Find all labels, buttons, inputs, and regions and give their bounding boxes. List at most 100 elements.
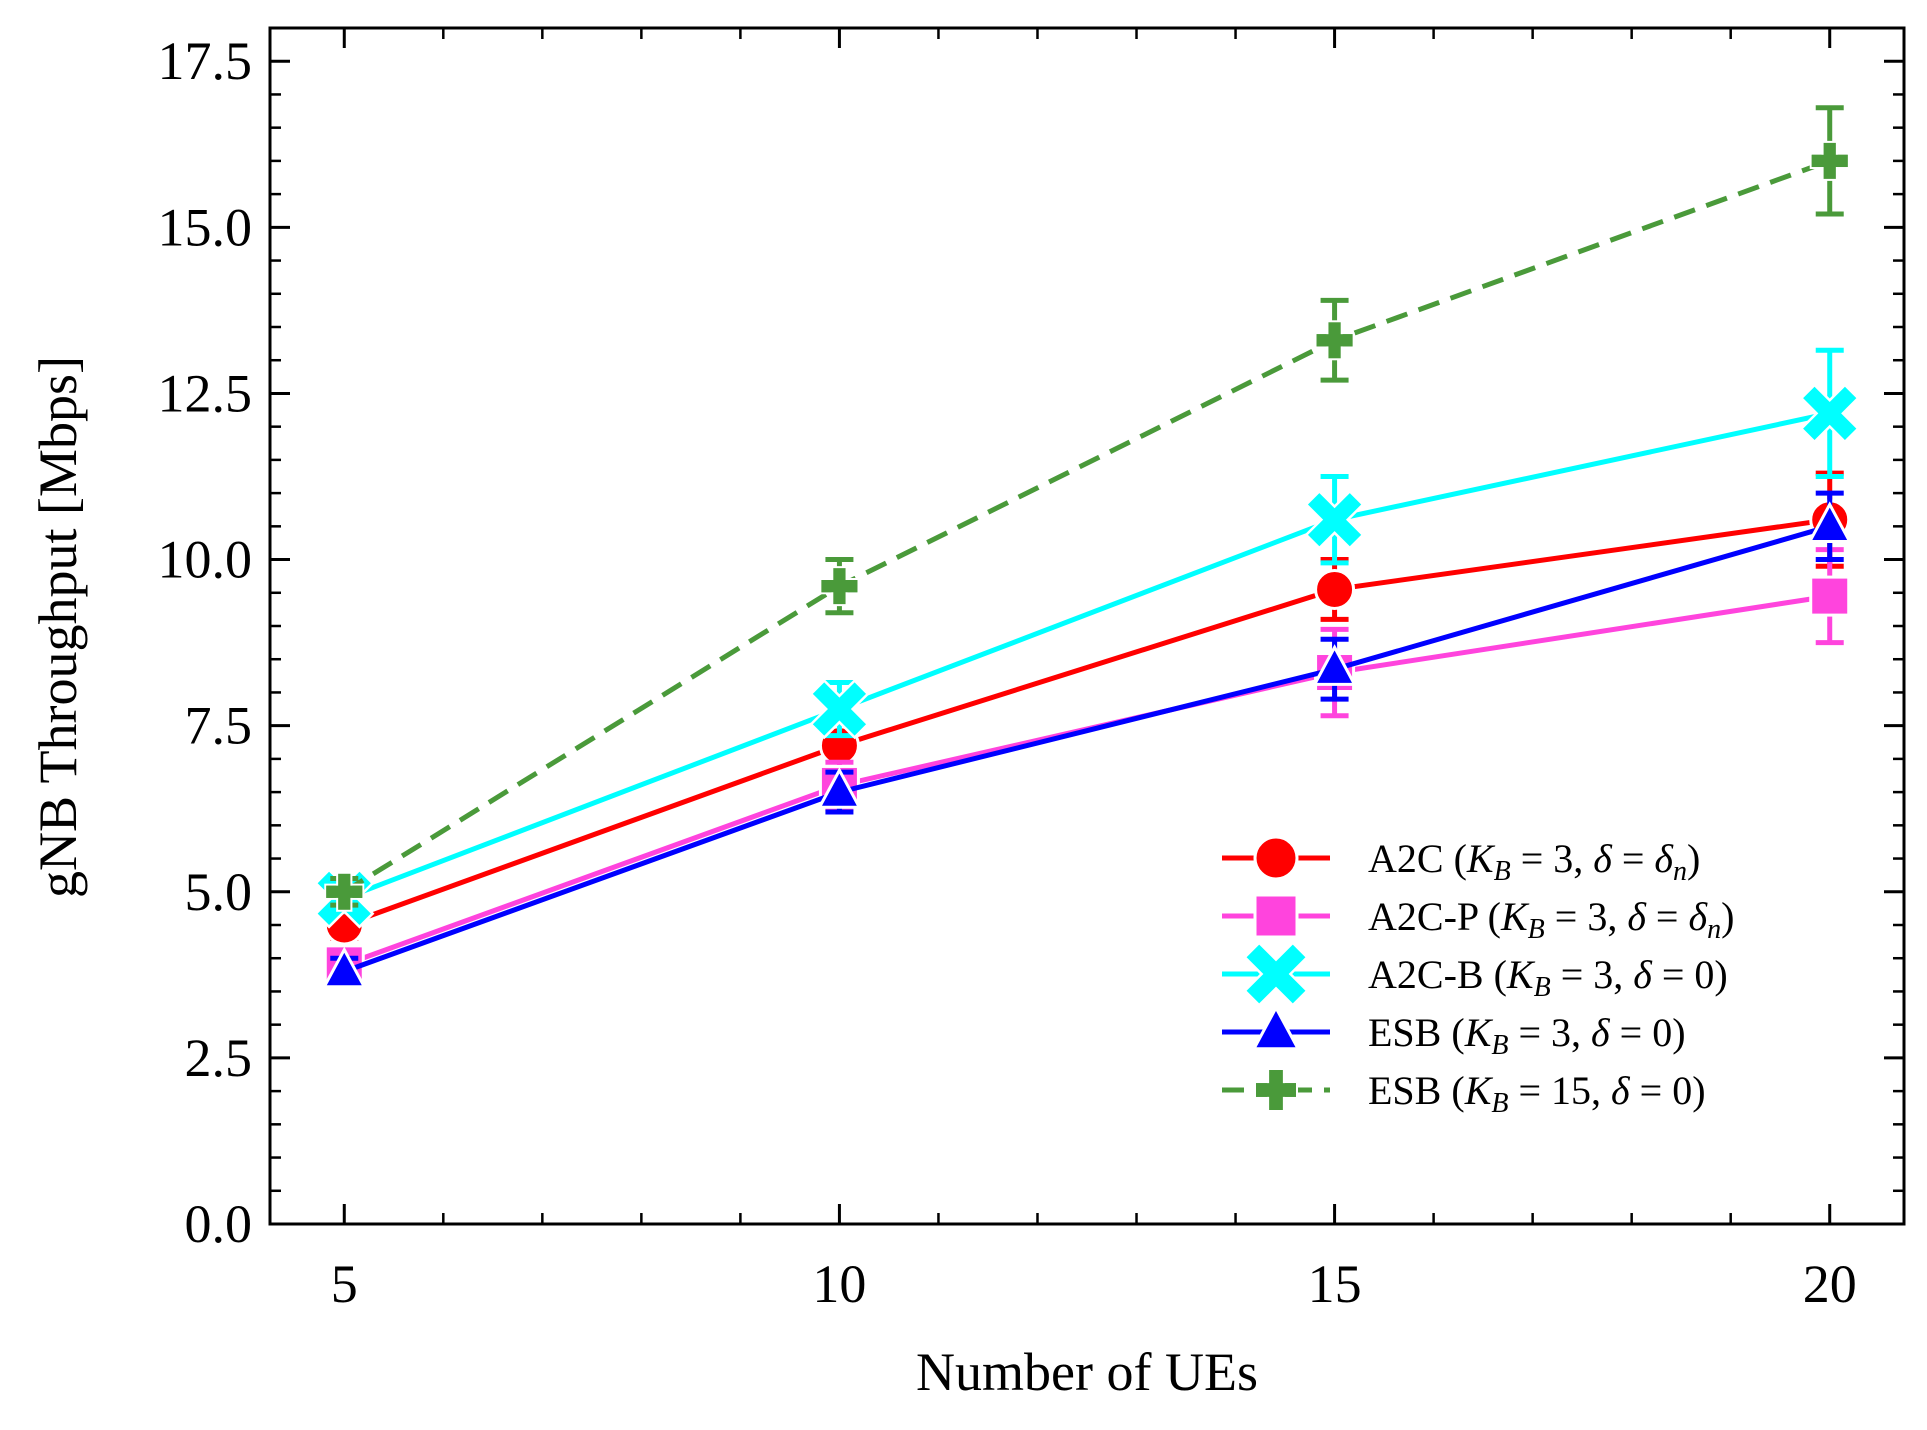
legend-label: ESB (KB = 3, δ = 0) bbox=[1368, 1010, 1686, 1061]
legend-kb-value: = 3, bbox=[1551, 952, 1634, 997]
data-point bbox=[1807, 501, 1853, 544]
legend-delta: δ bbox=[1593, 836, 1613, 881]
data-point bbox=[1799, 383, 1860, 444]
legend-marker bbox=[1253, 835, 1299, 881]
legend-label: A2C-B (KB = 3, δ = 0) bbox=[1368, 952, 1728, 1003]
y-tick-label: 12.5 bbox=[158, 363, 253, 423]
legend-close: ) bbox=[1687, 836, 1700, 881]
data-point-h-fill bbox=[1811, 154, 1848, 168]
data-point bbox=[1312, 644, 1358, 686]
data-point-h-fill bbox=[821, 580, 858, 593]
legend-marker bbox=[1243, 941, 1309, 1007]
legend-prefix: ESB ( bbox=[1368, 1010, 1465, 1055]
legend-equals: = bbox=[1612, 836, 1655, 881]
legend-label: A2C (KB = 3, δ = δn) bbox=[1368, 836, 1700, 887]
legend-delta-value: δ bbox=[1654, 836, 1674, 881]
legend-k-subscript: B bbox=[1491, 1030, 1508, 1061]
series-3-esb bbox=[321, 490, 1853, 989]
legend-marker bbox=[1253, 893, 1299, 939]
legend-kb-value: = 3, bbox=[1508, 1010, 1591, 1055]
legend-prefix: A2C-B ( bbox=[1368, 952, 1507, 997]
series-4-esb bbox=[324, 105, 1850, 912]
legend-delta-subscript: n bbox=[1673, 856, 1687, 887]
tick-labels: 5 10 15 20 0.0 2.5 5.0 7.5 10.0 12.5 15.0 17.5 bbox=[158, 31, 1857, 1314]
plot-frame bbox=[268, 26, 1906, 1226]
legend-delta-value: 0 bbox=[1694, 952, 1714, 997]
legend-k-subscript: B bbox=[1491, 1088, 1508, 1119]
legend-delta-value: δ bbox=[1688, 894, 1708, 939]
legend-equals: = bbox=[1610, 1010, 1653, 1055]
legend-close: ) bbox=[1714, 952, 1727, 997]
legend-k: K bbox=[1464, 1068, 1494, 1113]
y-tick-label: 5.0 bbox=[185, 862, 253, 922]
legend-k: K bbox=[1464, 1010, 1494, 1055]
legend-marker-h-fill bbox=[1256, 1083, 1296, 1097]
data-point-stroke bbox=[1803, 386, 1857, 440]
legend-k: K bbox=[1466, 836, 1496, 881]
y-tick-label: 15.0 bbox=[158, 197, 253, 257]
legend-prefix: ESB ( bbox=[1368, 1068, 1465, 1113]
x-tick-label: 20 bbox=[1803, 1254, 1857, 1314]
legend-item-1: A2C-P (KB = 3, δ = δn) bbox=[1222, 893, 1734, 945]
legend-k-subscript: B bbox=[1528, 914, 1545, 945]
legend-close: ) bbox=[1672, 1010, 1685, 1055]
x-tick-label: 15 bbox=[1308, 1254, 1362, 1314]
data-point-stroke bbox=[812, 682, 867, 736]
data-point bbox=[1314, 568, 1356, 610]
legend-delta-value: 0 bbox=[1652, 1010, 1672, 1055]
legend-delta: δ bbox=[1591, 1010, 1611, 1055]
x-tick-label: 10 bbox=[812, 1254, 866, 1314]
y-tick-label: 10.0 bbox=[158, 530, 253, 590]
series-line bbox=[343, 410, 1831, 901]
series-line bbox=[342, 158, 1831, 894]
legend-delta-value: 0 bbox=[1672, 1068, 1692, 1113]
data-point bbox=[321, 946, 367, 989]
series-2-a2c-b bbox=[314, 347, 1860, 929]
legend-delta: δ bbox=[1611, 1068, 1631, 1113]
data-point bbox=[819, 566, 860, 607]
y-tick-label: 0.0 bbox=[185, 1194, 253, 1254]
legend-item-0: A2C (KB = 3, δ = δn) bbox=[1222, 835, 1700, 887]
data-point bbox=[1314, 320, 1355, 361]
axis-ticks bbox=[270, 26, 1904, 1226]
data-point bbox=[1304, 489, 1365, 550]
y-axis-label: gNB Throughput [Mbps] bbox=[28, 356, 88, 898]
x-tick-label: 5 bbox=[331, 1254, 358, 1314]
legend-k: K bbox=[1506, 952, 1536, 997]
legend-close: ) bbox=[1692, 1068, 1705, 1113]
series-layer bbox=[314, 105, 1860, 989]
y-tick-label: 2.5 bbox=[185, 1028, 253, 1088]
legend-item-3: ESB (KB = 3, δ = 0) bbox=[1222, 1004, 1686, 1061]
legend-label: A2C-P (KB = 3, δ = δn) bbox=[1368, 894, 1734, 945]
y-tick-label: 7.5 bbox=[185, 696, 253, 756]
x-axis-label: Number of UEs bbox=[916, 1342, 1258, 1402]
data-point-h-fill bbox=[326, 885, 363, 898]
legend-k-subscript: B bbox=[1494, 856, 1511, 887]
data-point bbox=[816, 767, 862, 809]
y-tick-label: 17.5 bbox=[158, 31, 253, 91]
legend: A2C (KB = 3, δ = δn)A2C-P (KB = 3, δ = δ… bbox=[1222, 835, 1734, 1119]
legend-k: K bbox=[1500, 894, 1530, 939]
series-line bbox=[343, 517, 1831, 928]
legend-prefix: A2C ( bbox=[1368, 836, 1467, 881]
data-point bbox=[324, 871, 365, 912]
legend-item-2: A2C-B (KB = 3, δ = 0) bbox=[1222, 941, 1728, 1007]
legend-k-subscript: B bbox=[1534, 972, 1551, 1003]
legend-label: ESB (KB = 15, δ = 0) bbox=[1368, 1068, 1706, 1119]
data-point bbox=[1809, 140, 1850, 181]
legend-equals: = bbox=[1630, 1068, 1673, 1113]
legend-prefix: A2C-P ( bbox=[1368, 894, 1501, 939]
legend-kb-value: = 15, bbox=[1508, 1068, 1611, 1113]
data-point bbox=[1809, 575, 1851, 617]
legend-equals: = bbox=[1646, 894, 1689, 939]
legend-delta: δ bbox=[1633, 952, 1653, 997]
legend-close: ) bbox=[1721, 894, 1734, 939]
legend-item-4: ESB (KB = 15, δ = 0) bbox=[1222, 1068, 1706, 1119]
legend-marker-stroke bbox=[1246, 944, 1306, 1004]
legend-kb-value: = 3, bbox=[1511, 836, 1594, 881]
data-point bbox=[809, 678, 870, 740]
series-line bbox=[343, 523, 1831, 974]
legend-delta-subscript: n bbox=[1707, 914, 1721, 945]
